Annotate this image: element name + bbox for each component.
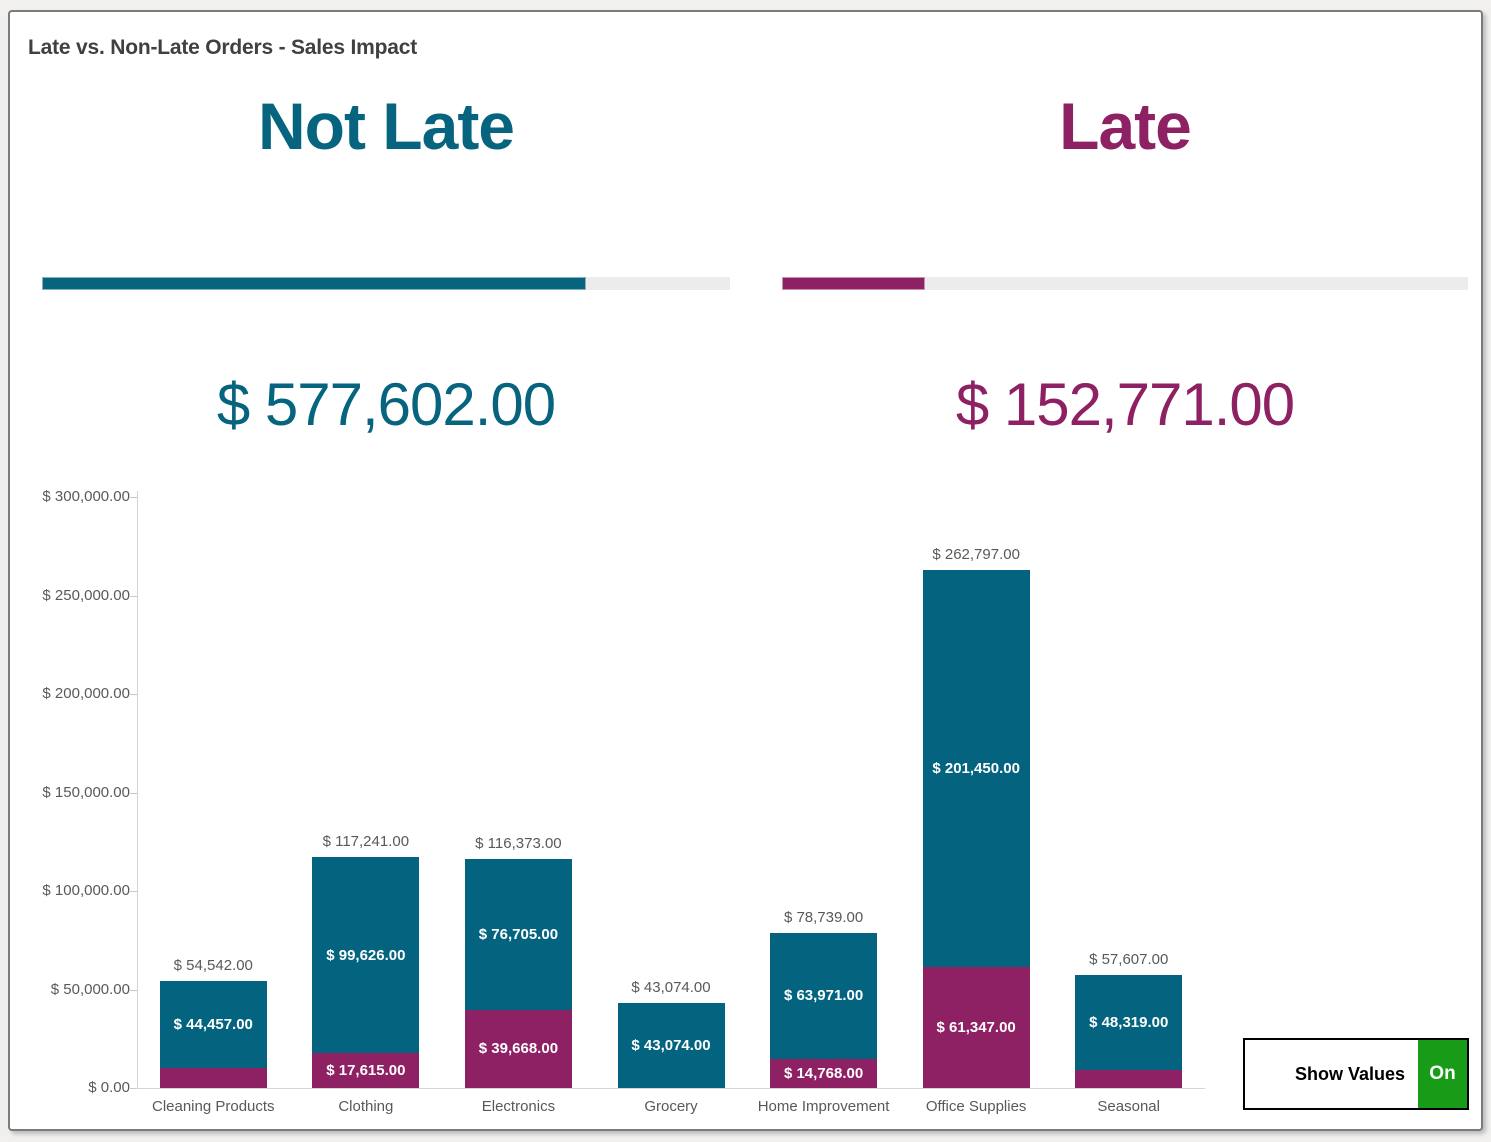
- kpi-progress-track-not-late: [42, 277, 730, 290]
- y-axis-tick: [130, 891, 137, 892]
- bar-total-label: $ 57,607.00: [1089, 950, 1169, 968]
- show-values-toggle[interactable]: Show Values On: [1243, 1038, 1469, 1110]
- kpi-progress-track-late: [782, 277, 1468, 290]
- dashboard-panel: Late vs. Non-Late Orders - Sales Impact …: [8, 10, 1483, 1131]
- y-axis-tick: [130, 694, 137, 695]
- bar-total-label: $ 43,074.00: [631, 979, 711, 997]
- x-axis-category-label: Office Supplies: [925, 1098, 1027, 1115]
- y-axis-tick-label: $ 50,000.00: [50, 980, 130, 998]
- segment-value-label: $ 63,971.00: [783, 987, 864, 1005]
- segment-value-label: $ 39,668.00: [478, 1040, 559, 1058]
- kpi-value-late: $ 152,771.00: [955, 371, 1295, 438]
- kpi-title-late: Late: [1059, 89, 1192, 163]
- segment-value-label: $ 48,319.00: [1089, 1013, 1169, 1031]
- y-axis-line: [137, 491, 138, 1089]
- kpi-progress-fill-not-late: [42, 277, 587, 290]
- y-axis-tick: [130, 595, 137, 597]
- bar-segment-late[interactable]: [1075, 1069, 1183, 1088]
- show-values-label: Show Values: [1294, 1064, 1405, 1084]
- segment-value-label: $ 17,615.00: [326, 1062, 406, 1080]
- toggle-state-on[interactable]: On: [1418, 1040, 1467, 1108]
- bar-segment-late[interactable]: $ 17,615.00: [312, 1053, 420, 1088]
- bar-segment-not-late[interactable]: $ 76,705.00: [464, 858, 572, 1010]
- segment-value-label: $ 99,626.00: [326, 946, 406, 964]
- bar-segment-not-late[interactable]: $ 43,074.00: [617, 1003, 725, 1088]
- sheet-title: Late vs. Non-Late Orders - Sales Impact: [28, 36, 417, 59]
- bar-total-label: $ 116,373.00: [475, 834, 562, 852]
- bar-segment-not-late[interactable]: $ 63,971.00: [770, 932, 878, 1059]
- bar-segment-late[interactable]: $ 61,347.00: [922, 967, 1030, 1088]
- segment-value-label: $ 14,768.00: [783, 1064, 864, 1082]
- segment-value-label: $ 201,450.00: [932, 760, 1020, 778]
- bar-total-label: $ 117,241.00: [322, 833, 410, 851]
- bar-segment-not-late[interactable]: $ 48,319.00: [1075, 974, 1183, 1070]
- bar-segment-late[interactable]: $ 39,668.00: [464, 1009, 572, 1088]
- bar-segment-not-late[interactable]: $ 201,450.00: [922, 570, 1030, 968]
- bar-total-label: $ 78,739.00: [783, 908, 864, 926]
- y-axis-tick-label: $ 250,000.00: [42, 586, 130, 604]
- bar-segment-not-late[interactable]: $ 99,626.00: [312, 857, 420, 1054]
- segment-value-label: $ 43,074.00: [631, 1037, 711, 1055]
- segment-value-label: $ 44,457.00: [173, 1015, 253, 1033]
- kpi-late: Late $ 152,771.00: [782, 89, 1468, 472]
- y-axis-tick-label: $ 100,000.00: [42, 882, 130, 899]
- x-axis-category-label: Cleaning Products: [151, 1098, 275, 1115]
- kpi-title-not-late: Not Late: [258, 89, 515, 163]
- segment-value-label: $ 61,347.00: [936, 1019, 1016, 1037]
- segment-value-label: $ 76,705.00: [478, 925, 559, 943]
- bar-segment-late[interactable]: $ 14,768.00: [770, 1058, 878, 1088]
- bar-segment-late[interactable]: [159, 1068, 267, 1088]
- y-axis-tick: [130, 1088, 137, 1089]
- x-axis-category-label: Grocery: [644, 1098, 698, 1115]
- x-axis-category-label: Clothing: [338, 1098, 394, 1115]
- y-axis-tick: [130, 989, 137, 991]
- bar-total-label: $ 54,542.00: [173, 956, 253, 974]
- x-axis-category-label: Home Improvement: [757, 1098, 890, 1115]
- x-axis-category-label: Seasonal: [1097, 1098, 1160, 1115]
- y-axis-tick-label: $ 150,000.00: [42, 783, 130, 801]
- bar-total-label: $ 262,797.00: [932, 546, 1020, 564]
- x-axis-line: [137, 1088, 1205, 1089]
- y-axis-tick: [130, 497, 137, 498]
- x-axis-category-label: Electronics: [481, 1098, 556, 1115]
- y-axis-tick-label: $ 0.00: [88, 1079, 130, 1096]
- kpi-progress-fill-late: [782, 277, 926, 290]
- bar-segment-not-late[interactable]: $ 44,457.00: [159, 980, 267, 1069]
- kpi-value-not-late: $ 577,602.00: [216, 371, 556, 438]
- y-axis-tick-label: $ 200,000.00: [42, 685, 130, 702]
- y-axis-tick-label: $ 300,000.00: [42, 488, 130, 505]
- y-axis-tick: [130, 792, 137, 794]
- kpi-not-late: Not Late $ 577,602.00: [42, 89, 730, 472]
